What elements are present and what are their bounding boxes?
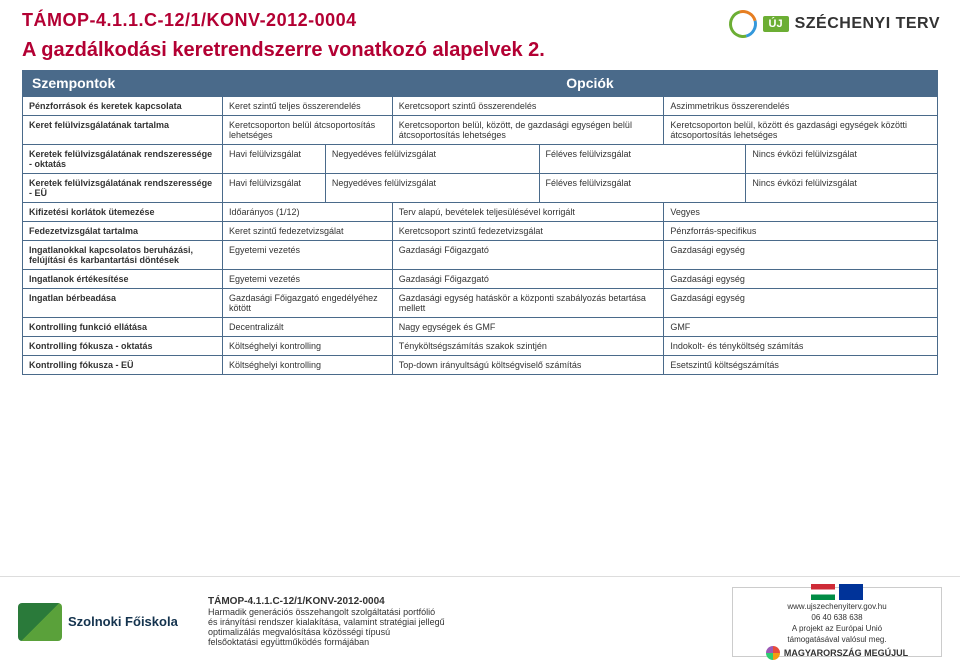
row-cell: Aszimmetrikus összerendelés: [664, 97, 938, 116]
row-cell: Negyedéves felülvizsgálat: [325, 174, 539, 203]
row-label: Kontrolling fókusza - EÜ: [23, 356, 223, 375]
magyar-logo: MAGYARORSZÁG MEGÚJUL: [766, 646, 908, 660]
row-cell: Decentralizált: [223, 318, 393, 337]
row-cell: Egyetemi vezetés: [223, 270, 393, 289]
magyar-text: MAGYARORSZÁG MEGÚJUL: [784, 648, 908, 658]
row-cell: Keretcsoporton belül, között és gazdaság…: [664, 116, 938, 145]
footer-phone: 06 40 638 638: [811, 613, 862, 622]
row-cell: Gazdasági Főigazgató: [392, 241, 664, 270]
row-cell: Tényköltségszámítás szakok szintjén: [392, 337, 664, 356]
row-cell: Költséghelyi kontrolling: [223, 356, 393, 375]
row-label: Keretek felülvizsgálatának rendszeresség…: [23, 145, 223, 174]
magyar-icon: [766, 646, 780, 660]
row-cell: Féléves felülvizsgálat: [539, 174, 746, 203]
szechenyi-logo: ÚJ SZÉCHENYI TERV: [729, 10, 940, 38]
row-label: Kifizetési korlátok ütemezése: [23, 203, 223, 222]
row-cell: Nagy egységek és GMF: [392, 318, 664, 337]
row-cell: Gazdasági egység: [664, 270, 938, 289]
row-cell: Havi felülvizsgálat: [223, 145, 326, 174]
footer-code: TÁMOP-4.1.1.C-12/1/KONV-2012-0004: [208, 596, 722, 607]
row-cell: Időarányos (1/12): [223, 203, 393, 222]
row-cell: Pénzforrás-specifikus: [664, 222, 938, 241]
table-row: Fedezetvizsgálat tartalmaKeret szintű fe…: [23, 222, 938, 241]
row-cell: Költséghelyi kontrolling: [223, 337, 393, 356]
row-cell: Gazdasági Főigazgató engedélyéhez kötött: [223, 289, 393, 318]
row-cell: Nincs évközi felülvizsgálat: [746, 145, 938, 174]
row-label: Ingatlanokkal kapcsolatos beruházási, fe…: [23, 241, 223, 270]
szechenyi-circle-icon: [723, 5, 761, 43]
footer: Szolnoki Főiskola TÁMOP-4.1.1.C-12/1/KON…: [0, 576, 960, 666]
table-row: Ingatlanokkal kapcsolatos beruházási, fe…: [23, 241, 938, 270]
uj-badge: ÚJ: [763, 16, 789, 32]
footer-line: felsőoktatási együttműködés formájában: [208, 637, 722, 647]
row-cell: Keretcsoport szintű fedezetvizsgálat: [392, 222, 664, 241]
row-cell: Keretcsoporton belül átcsoportosítás leh…: [223, 116, 393, 145]
row-label: Ingatlanok értékesítése: [23, 270, 223, 289]
row-cell: Keret szintű teljes összerendelés: [223, 97, 393, 116]
table-row: Keret felülvizsgálatának tartalmaKeretcs…: [23, 116, 938, 145]
table-row: Keretek felülvizsgálatának rendszeresség…: [23, 174, 938, 203]
row-cell: Indokolt- és tényköltség számítás: [664, 337, 938, 356]
table-row: Kontrolling fókusza - EÜKöltséghelyi kon…: [23, 356, 938, 375]
row-label: Kontrolling funkció ellátása: [23, 318, 223, 337]
footer-line: optimalizálás megvalósítása közösségi tí…: [208, 627, 722, 637]
row-label: Keretek felülvizsgálatának rendszeresség…: [23, 174, 223, 203]
row-label: Kontrolling fókusza - oktatás: [23, 337, 223, 356]
row-cell: Vegyes: [664, 203, 938, 222]
table-row: Ingatlan bérbeadásaGazdasági Főigazgató …: [23, 289, 938, 318]
table-row: Kifizetési korlátok ütemezéseIdőarányos …: [23, 203, 938, 222]
row-cell: Gazdasági egység: [664, 289, 938, 318]
row-cell: Havi felülvizsgálat: [223, 174, 326, 203]
footer-line: Harmadik generációs összehangolt szolgál…: [208, 607, 722, 617]
table-row: Keretek felülvizsgálatának rendszeresség…: [23, 145, 938, 174]
row-label: Fedezetvizsgálat tartalma: [23, 222, 223, 241]
table-row: Kontrolling funkció ellátásaDecentralizá…: [23, 318, 938, 337]
section-left: Szempontok: [22, 75, 242, 91]
row-cell: Top-down irányultságú költségviselő szám…: [392, 356, 664, 375]
row-cell: Féléves felülvizsgálat: [539, 145, 746, 174]
row-cell: Egyetemi vezetés: [223, 241, 393, 270]
flag-eu-icon: [839, 584, 863, 600]
flags: [811, 584, 863, 600]
page-title: A gazdálkodási keretrendszerre vonatkozó…: [0, 35, 960, 70]
row-cell: Keretcsoport szintű összerendelés: [392, 97, 664, 116]
row-cell: Keretcsoporton belül, között, de gazdasá…: [392, 116, 664, 145]
row-label: Ingatlan bérbeadása: [23, 289, 223, 318]
table-row: Kontrolling fókusza - oktatásKöltséghely…: [23, 337, 938, 356]
row-cell: Gazdasági Főigazgató: [392, 270, 664, 289]
footer-url: www.ujszechenyiterv.gov.hu: [787, 602, 886, 611]
row-cell: Gazdasági egység hatáskör a központi sza…: [392, 289, 664, 318]
row-cell: Esetszintű költségszámítás: [664, 356, 938, 375]
table-row: Ingatlanok értékesítéseEgyetemi vezetésG…: [23, 270, 938, 289]
szolnoki-text: Szolnoki Főiskola: [68, 615, 178, 629]
footer-caption: A projekt az Európai Unió: [792, 624, 882, 633]
options-table: Pénzforrások és keretek kapcsolataKeret …: [22, 96, 938, 375]
section-right: Opciók: [242, 75, 938, 91]
section-header: Szempontok Opciók: [22, 70, 938, 96]
table-row: Pénzforrások és keretek kapcsolataKeret …: [23, 97, 938, 116]
footer-line: és irányítási rendszer kialakítása, vala…: [208, 617, 722, 627]
row-cell: Nincs évközi felülvizsgálat: [746, 174, 938, 203]
row-label: Keret felülvizsgálatának tartalma: [23, 116, 223, 145]
row-cell: Keret szintű fedezetvizsgálat: [223, 222, 393, 241]
szolnoki-logo: Szolnoki Főiskola: [18, 603, 198, 641]
row-label: Pénzforrások és keretek kapcsolata: [23, 97, 223, 116]
book-icon: [18, 603, 62, 641]
szechenyi-text: SZÉCHENYI TERV: [795, 15, 940, 33]
footer-caption: támogatásával valósul meg.: [787, 635, 886, 644]
row-cell: GMF: [664, 318, 938, 337]
footer-center: TÁMOP-4.1.1.C-12/1/KONV-2012-0004 Harmad…: [208, 596, 722, 647]
row-cell: Terv alapú, bevételek teljesülésével kor…: [392, 203, 664, 222]
row-cell: Gazdasági egység: [664, 241, 938, 270]
footer-right-box: www.ujszechenyiterv.gov.hu 06 40 638 638…: [732, 587, 942, 657]
row-cell: Negyedéves felülvizsgálat: [325, 145, 539, 174]
flag-hungary-icon: [811, 584, 835, 600]
